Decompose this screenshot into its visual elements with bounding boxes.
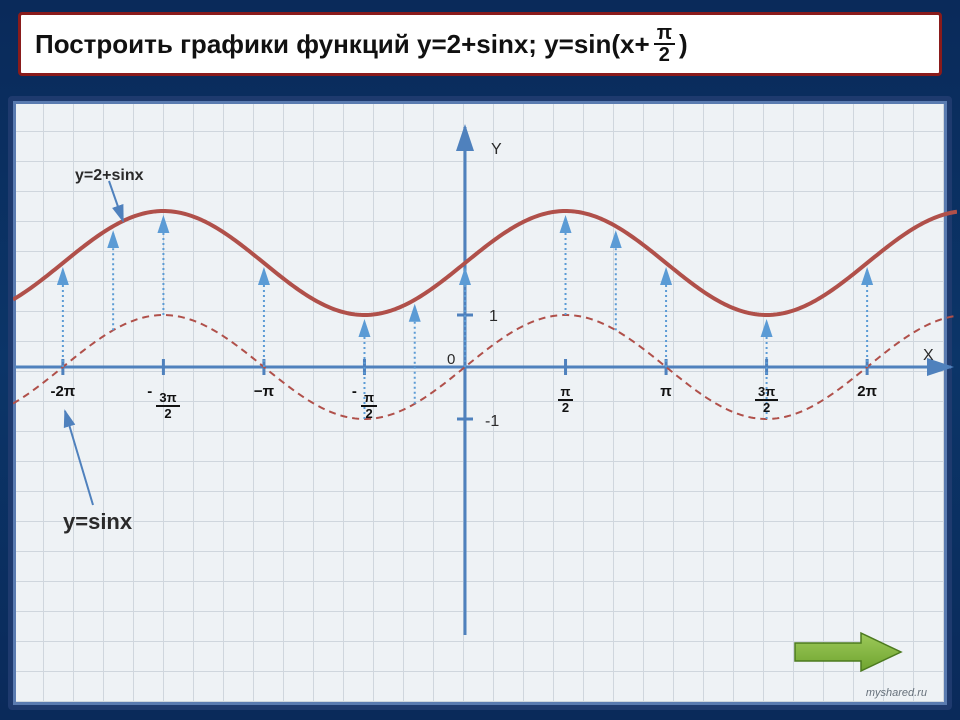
series-label-sinx: y=sinx — [63, 509, 132, 535]
y-tick-1: 1 — [489, 308, 498, 326]
title-fraction: π 2 — [654, 23, 675, 65]
title-text-1: Построить графики функций y=2+sinx; y=si… — [35, 29, 650, 60]
x-tick-label: - π2 — [334, 383, 394, 420]
x-axis-label: X — [923, 347, 934, 365]
series-label-sinx2: y=2+sinx — [75, 167, 144, 185]
y-axis-label: Y — [491, 141, 502, 159]
x-tick-label: - 3π2 — [133, 383, 193, 420]
chart-panel: -2π - 3π2 −π - π2 π2 π 3π2 2π Y X 1 -1 0 y=sinx… — [8, 96, 952, 710]
watermark: myshared.ru — [866, 687, 927, 699]
x-tick-label: −π — [234, 383, 294, 400]
title-box: Построить графики функций y=2+sinx; y=si… — [18, 12, 942, 76]
arrow-right-icon — [787, 629, 907, 675]
title-text-2: ) — [679, 29, 688, 60]
origin-label: 0 — [447, 351, 455, 368]
x-tick-label: 3π2 — [737, 383, 797, 414]
x-tick-label: π — [636, 383, 696, 400]
x-tick-label: -2π — [33, 383, 93, 400]
next-button[interactable] — [787, 629, 907, 675]
x-tick-label: 2π — [837, 383, 897, 400]
y-tick-neg1: -1 — [485, 413, 499, 431]
x-tick-label: π2 — [536, 383, 596, 414]
